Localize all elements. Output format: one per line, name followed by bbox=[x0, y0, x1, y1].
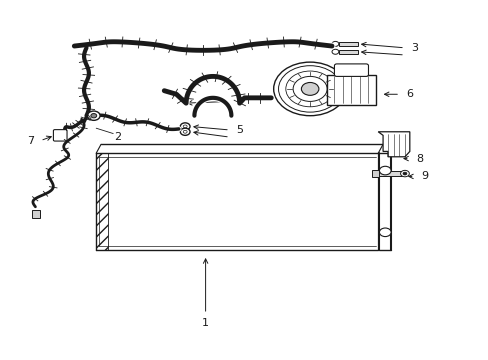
Circle shape bbox=[87, 111, 100, 120]
Bar bbox=[339, 50, 357, 54]
FancyBboxPatch shape bbox=[53, 130, 67, 141]
Text: 9: 9 bbox=[420, 171, 427, 181]
Text: 5: 5 bbox=[236, 125, 243, 135]
Circle shape bbox=[285, 71, 334, 107]
Text: 6: 6 bbox=[406, 89, 412, 99]
Bar bbox=[31, 210, 40, 217]
Circle shape bbox=[400, 170, 408, 177]
Circle shape bbox=[292, 76, 326, 102]
Text: 3: 3 bbox=[410, 43, 417, 53]
Circle shape bbox=[379, 166, 390, 175]
Circle shape bbox=[273, 62, 346, 116]
Text: 4: 4 bbox=[236, 96, 243, 107]
Circle shape bbox=[180, 123, 190, 130]
Circle shape bbox=[278, 66, 341, 112]
Circle shape bbox=[180, 128, 190, 135]
Circle shape bbox=[301, 82, 318, 95]
Circle shape bbox=[331, 41, 338, 46]
Bar bbox=[96, 153, 108, 249]
Text: 1: 1 bbox=[202, 318, 209, 328]
Bar bbox=[339, 42, 357, 46]
FancyBboxPatch shape bbox=[326, 75, 375, 105]
Circle shape bbox=[91, 113, 97, 118]
Circle shape bbox=[379, 228, 390, 237]
Text: 2: 2 bbox=[114, 132, 122, 142]
Circle shape bbox=[183, 125, 187, 128]
FancyBboxPatch shape bbox=[334, 64, 368, 76]
Circle shape bbox=[402, 172, 406, 175]
Polygon shape bbox=[377, 132, 409, 157]
Bar bbox=[372, 170, 378, 177]
Text: 7: 7 bbox=[27, 136, 34, 146]
Text: 8: 8 bbox=[415, 154, 422, 163]
Bar bbox=[377, 171, 401, 176]
Circle shape bbox=[331, 49, 338, 54]
Circle shape bbox=[183, 130, 187, 133]
